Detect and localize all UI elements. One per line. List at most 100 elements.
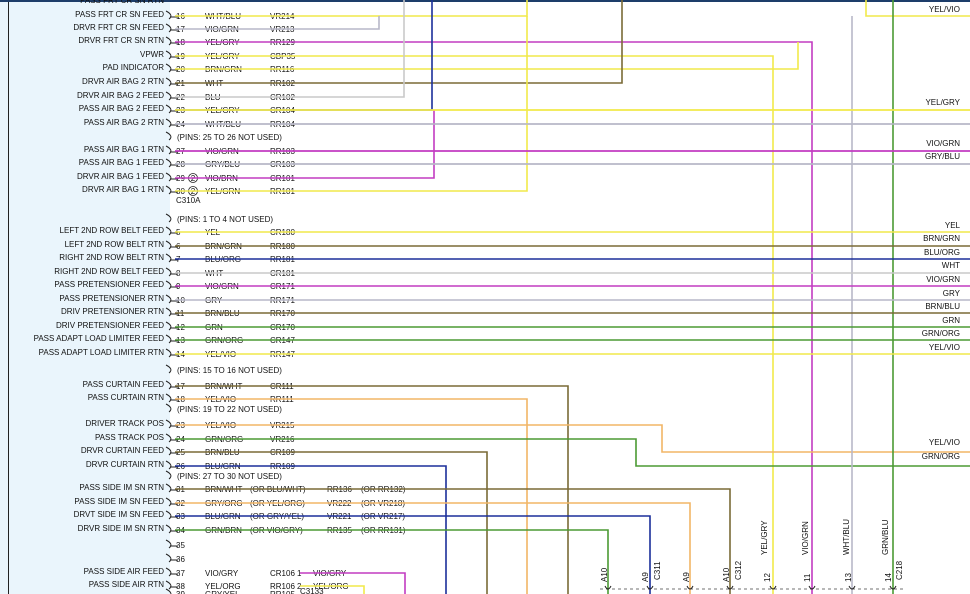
pin-tick — [165, 483, 172, 493]
circuit-label: RR105 — [270, 590, 295, 594]
connector-cavity-label: 14 — [884, 573, 893, 582]
pin-tick — [165, 240, 172, 250]
pin-tick — [165, 580, 172, 590]
pin-tick — [165, 226, 172, 236]
pin-label: DRIV PRETENSIONER RTN — [61, 307, 164, 316]
pin-label: PASS ADAPT LOAD LIMITER RTN — [38, 348, 164, 357]
pin-tick — [165, 145, 172, 155]
pin-label: LEFT 2ND ROW BELT FEED — [59, 226, 164, 235]
pin-tick — [165, 23, 172, 33]
pin-label: PASS ADAPT LOAD LIMITER FEED — [33, 334, 164, 343]
pin-label: RIGHT 2ND ROW BELT RTN — [59, 253, 164, 262]
pin-tick — [165, 213, 172, 223]
connector-cavity-label: A10 — [722, 567, 731, 582]
pin-tick — [165, 510, 172, 520]
pin-number: 35 — [176, 541, 185, 550]
vertical-wire-color-label: VIO/GRN — [801, 521, 810, 555]
terminal-mark — [889, 585, 897, 590]
terminal-mark — [848, 585, 856, 590]
connector-cavity-label: A10 — [600, 567, 609, 582]
wire — [175, 41, 813, 594]
terminal-mark — [646, 585, 654, 590]
right-wire-color-label: GRY — [943, 289, 961, 298]
wire — [175, 438, 970, 467]
pin-number: 38 — [176, 582, 185, 591]
pin-label: LEFT 2ND ROW BELT RTN — [64, 240, 164, 249]
pin-label: RIGHT 2ND ROW BELT FEED — [54, 267, 164, 276]
right-wire-color-label: YEL/VIO — [929, 343, 960, 352]
pin-tick — [165, 280, 172, 290]
pin-tick — [165, 158, 172, 168]
vertical-wire-color-label: GRN/BLU — [881, 519, 890, 555]
pin-tick — [165, 470, 172, 480]
pin-label: DRVR AIR BAG 2 FEED — [77, 91, 164, 100]
pin-label: DRVR AIR BAG 1 RTN — [82, 185, 164, 194]
wire — [175, 465, 447, 594]
right-wire-color-label: GRY/BLU — [925, 152, 960, 161]
pin-label: DRIVER TRACK POS — [85, 419, 164, 428]
pin-label: PASS AIR BAG 2 FEED — [78, 104, 164, 113]
pin-label: PASS SIDE AIR RTN — [88, 580, 164, 589]
pins-not-used-note: (PINS: 27 TO 30 NOT USED) — [177, 472, 282, 481]
pin-tick — [165, 460, 172, 470]
pin-tick — [165, 10, 172, 20]
pin-tick — [165, 118, 172, 128]
pin-tick — [165, 497, 172, 507]
pin-tick — [165, 77, 172, 87]
connector-id-label: C311 — [653, 561, 662, 580]
pin-label: DRVT SIDE IM SN FEED — [73, 510, 164, 519]
pins-not-used-note: (PINS: 15 TO 16 NOT USED) — [177, 366, 282, 375]
right-wire-color-label: YEL/VIO — [929, 5, 960, 14]
pin-tick — [165, 433, 172, 443]
right-wire-color-label: BLU/ORG — [924, 248, 960, 257]
connector-cavity-label: 11 — [803, 573, 812, 582]
wire — [175, 55, 774, 594]
right-wire-color-label: GRN/ORG — [922, 452, 960, 461]
right-wire-color-label: BRN/BLU — [925, 302, 960, 311]
connector-cavity-label: 13 — [844, 573, 853, 582]
pin-tick — [165, 393, 172, 403]
pin-tick — [165, 307, 172, 317]
pin-label: DRVR CURTAIN RTN — [85, 460, 164, 469]
pin-tick — [165, 364, 172, 374]
pin-label: DRVR CURTAIN FEED — [80, 446, 164, 455]
right-wire-color-label: WHT — [942, 261, 960, 270]
pin-tick — [165, 63, 172, 73]
circuit-label: RR106 — [270, 582, 295, 591]
top-border — [0, 0, 970, 2]
pin-tick — [165, 294, 172, 304]
connector-cavity-label: A9 — [682, 572, 691, 582]
wire — [175, 424, 970, 453]
pin-tick — [165, 104, 172, 114]
pin-label: PASS FRT CR SN FEED — [75, 10, 164, 19]
connector-id-label: C310A — [176, 196, 201, 205]
wire — [175, 515, 651, 594]
pin-label: PASS TRACK POS — [94, 433, 164, 442]
connector-id-label: C218 — [895, 560, 904, 580]
pin-tick — [165, 185, 172, 195]
pin-label: DRIV PRETENSIONER FEED — [55, 321, 164, 330]
right-wire-color-label: BRN/GRN — [923, 234, 960, 243]
pin-tick — [165, 253, 172, 263]
wire — [175, 16, 380, 30]
wire — [175, 488, 731, 594]
wire — [175, 0, 405, 98]
pin-label: DRVR FRT CR SN FEED — [73, 23, 164, 32]
wire — [175, 110, 435, 179]
wire — [175, 385, 569, 594]
pin-label: DRVR AIR BAG 2 RTN — [82, 77, 164, 86]
pin-tick — [165, 553, 172, 563]
terminal-mark — [769, 585, 777, 590]
terminal-mark — [604, 585, 612, 590]
pin-tick — [165, 50, 172, 60]
pins-not-used-note: (PINS: 19 TO 22 NOT USED) — [177, 405, 282, 414]
pin-label: DRVR AIR BAG 1 FEED — [77, 172, 164, 181]
pin-tick — [165, 446, 172, 456]
wire — [175, 529, 609, 594]
wire-color-label: YEL/ORG — [205, 582, 241, 591]
pin-tick — [165, 334, 172, 344]
pair-pin-number: 1 — [297, 569, 302, 578]
right-wire-color-label: GRN — [942, 316, 960, 325]
pin-tick — [165, 267, 172, 277]
pin-tick — [165, 348, 172, 358]
